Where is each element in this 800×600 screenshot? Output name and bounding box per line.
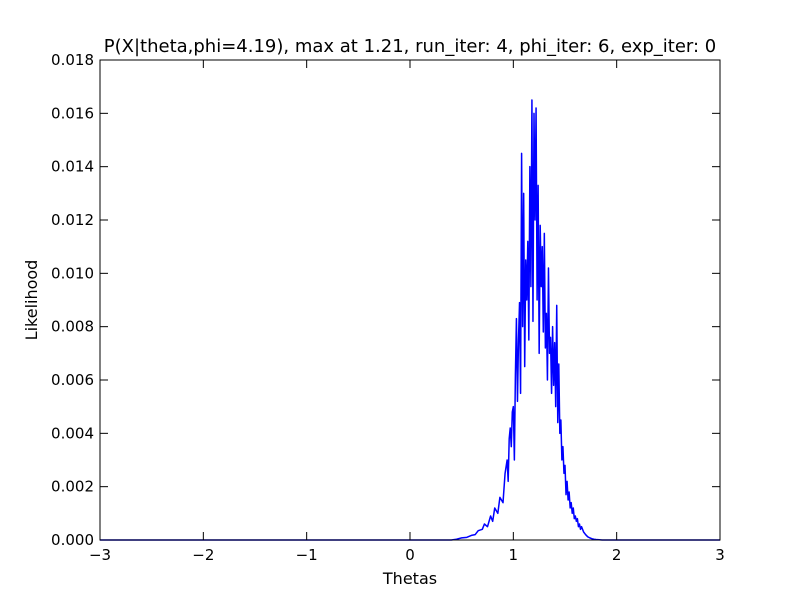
x-tick-label: −1 — [296, 546, 318, 564]
x-tick-label: 1 — [509, 546, 519, 564]
x-tick-label: −2 — [192, 546, 214, 564]
likelihood-series-line — [100, 99, 720, 541]
y-tick-label: 0.002 — [51, 478, 94, 496]
y-tick-label: 0.004 — [51, 424, 94, 442]
chart-title: P(X|theta,phi=4.19), max at 1.21, run_it… — [104, 36, 717, 57]
y-tick-label: 0.016 — [51, 104, 94, 122]
y-tick-label: 0.014 — [51, 158, 94, 176]
x-axis: −3 −2 −1 0 1 2 3 — [89, 60, 725, 564]
y-tick-label: 0.018 — [51, 51, 94, 69]
x-axis-label: Thetas — [382, 569, 437, 588]
y-tick-label: 0.012 — [51, 211, 94, 229]
y-axis-label: Likelihood — [22, 260, 41, 341]
y-tick-label: 0.000 — [51, 531, 94, 549]
y-axis: 0.000 0.002 0.004 0.006 0.008 0.010 0.012 0.014… — [51, 51, 720, 549]
x-tick-label: 2 — [612, 546, 622, 564]
y-tick-label: 0.010 — [51, 264, 94, 282]
x-tick-label: 3 — [715, 546, 725, 564]
y-tick-label: 0.006 — [51, 371, 94, 389]
x-tick-label: 0 — [405, 546, 415, 564]
x-tick-label: −3 — [89, 546, 111, 564]
y-tick-label: 0.008 — [51, 318, 94, 336]
